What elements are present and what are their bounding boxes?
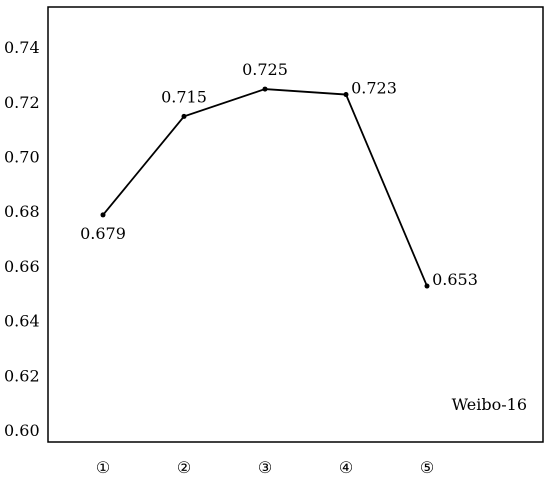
- y-tick-label: 0.72: [4, 93, 40, 112]
- x-category-label: ③: [258, 458, 272, 477]
- y-tick-label: 0.74: [4, 38, 40, 57]
- x-category-label: ④: [339, 458, 353, 477]
- y-tick-label: 0.66: [4, 257, 40, 276]
- data-point: [262, 86, 268, 92]
- series-line: [102, 88, 428, 287]
- data-label: 0.715: [161, 87, 207, 106]
- x-axis-ticks: ① ② ③ ④ ⑤: [96, 458, 434, 477]
- data-point: [343, 92, 349, 98]
- x-category-label: ②: [177, 458, 191, 477]
- legend-label: Weibo-16: [452, 395, 527, 414]
- y-tick-label: 0.62: [4, 366, 40, 385]
- y-tick-label: 0.64: [4, 312, 40, 331]
- series-layer: 0.679 0.715 0.725 0.723 0.653: [80, 60, 478, 289]
- plot-frame: [47, 6, 544, 443]
- data-label: 0.723: [351, 79, 397, 98]
- data-label: 0.679: [80, 224, 126, 243]
- x-category-label: ①: [96, 458, 110, 477]
- data-label: 0.725: [242, 60, 288, 79]
- data-point: [424, 283, 430, 289]
- data-point: [100, 212, 106, 218]
- y-tick-label: 0.68: [4, 202, 40, 221]
- y-tick-label: 0.60: [4, 421, 40, 440]
- x-category-label: ⑤: [420, 458, 434, 477]
- y-tick-label: 0.70: [4, 147, 40, 166]
- data-point: [181, 113, 187, 119]
- y-axis-ticks: 0.74 0.72 0.70 0.68 0.66 0.64 0.62 0.60: [4, 38, 40, 440]
- data-label: 0.653: [432, 270, 478, 289]
